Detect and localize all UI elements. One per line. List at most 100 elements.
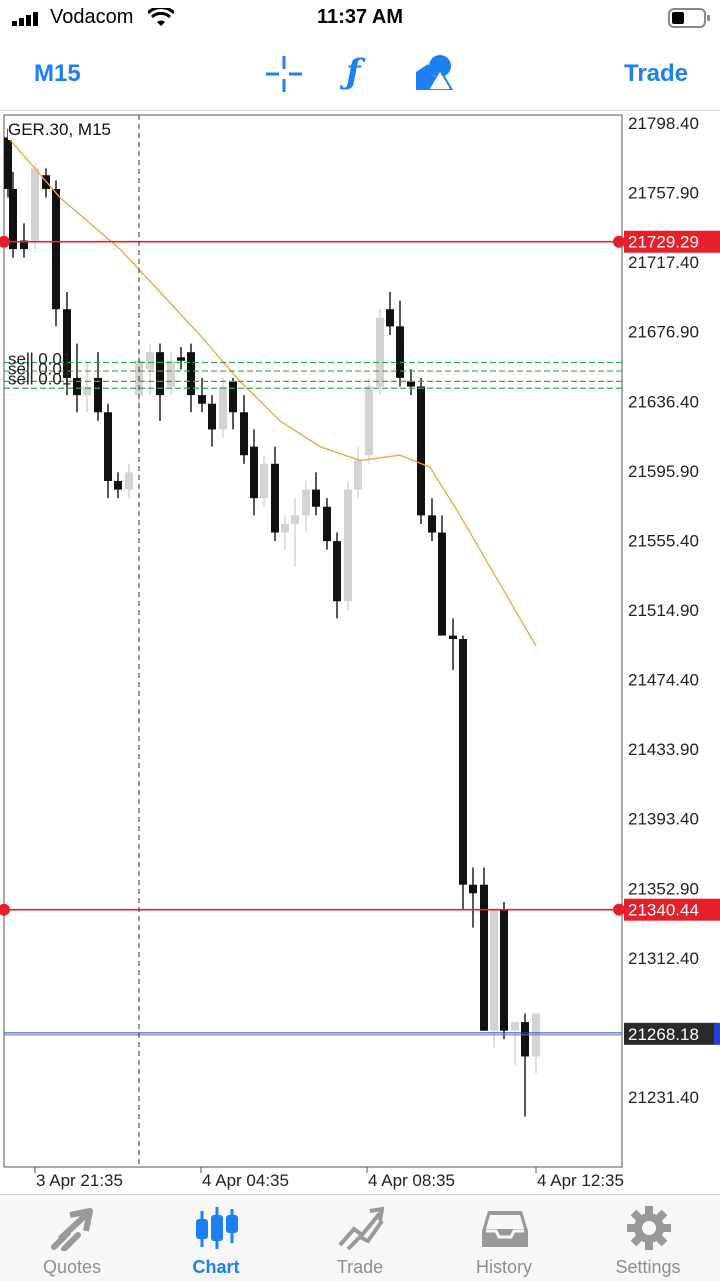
candle-body-44 (459, 639, 467, 885)
order-label-0: sell 0.01 (8, 350, 71, 369)
timeframe-button[interactable]: M15 (34, 60, 81, 87)
status-bar: Vodacom 11:37 AM (0, 0, 720, 36)
candle-body-32 (333, 541, 341, 602)
price-tick-7: 21514.90 (628, 601, 699, 620)
candle-body-12 (125, 472, 133, 490)
candle-body-46 (480, 884, 488, 1031)
candle-body-19 (198, 395, 206, 404)
candle-body-1 (9, 188, 17, 250)
function-icon[interactable]: ƒ (346, 52, 361, 92)
tab-quotes[interactable]: Quotes (0, 1195, 144, 1281)
candle-body-25 (260, 463, 268, 499)
tab-trade-label: Trade (336, 1257, 384, 1277)
time-axis-layer: 3 Apr 21:35 4 Apr 04:35 4 Apr 08:35 4 Apr 1… (34, 115, 624, 1190)
objects-icon[interactable] (416, 54, 454, 90)
time-tick-1: 4 Apr 04:35 (202, 1171, 289, 1190)
candle-body-33 (344, 489, 352, 602)
price-axis-layer: 21798.40 21757.90 21717.40 21676.90 21636.40… (628, 114, 699, 1107)
candle-body-40 (417, 386, 425, 516)
candle-body-50 (521, 1022, 529, 1057)
candle-body-20 (208, 403, 216, 430)
price-tick-10: 21393.40 (628, 810, 699, 829)
tab-settings-label: Settings (615, 1257, 681, 1277)
chart-candles-icon (196, 1207, 238, 1249)
candle-body-14 (146, 352, 154, 370)
carrier-name: Vodacom (50, 6, 134, 28)
crosshair-icon[interactable] (266, 56, 302, 92)
candle-body-5 (52, 188, 60, 310)
candle-body-3 (31, 168, 39, 241)
candle-body-43 (449, 635, 457, 640)
candle-body-28 (291, 515, 299, 524)
candle-body-24 (250, 446, 258, 499)
level-handle-right-0[interactable] (613, 235, 625, 248)
level-price-label-0: 21729.29 (628, 233, 699, 252)
candle-body-31 (323, 506, 331, 542)
tab-chart-label: Chart (192, 1257, 240, 1277)
tab-bar: Quotes Chart Trade History (0, 1194, 720, 1281)
candle-body-27 (281, 523, 289, 533)
tab-history-label: History (475, 1257, 532, 1277)
level-handle-right-1[interactable] (613, 903, 625, 916)
status-time: 11:37 AM (317, 6, 403, 28)
trade-button[interactable]: Trade (624, 60, 689, 87)
candle-body-26 (271, 463, 279, 533)
candle-body-7 (73, 377, 81, 396)
order-label-1: sell 0.01 (8, 360, 71, 379)
candle-body-45 (469, 884, 477, 894)
candle-body-0 (4, 137, 12, 189)
tab-settings[interactable]: Settings (576, 1195, 720, 1281)
candle-body-2 (20, 240, 28, 250)
level-price-box-1 (624, 898, 720, 921)
candle-body-42 (438, 532, 446, 636)
price-tick-13: 21231.40 (628, 1088, 699, 1107)
symbol-label: GER.30, M15 (8, 120, 111, 140)
level-handle-left-0[interactable] (0, 235, 10, 248)
candle-body-23 (240, 412, 248, 456)
trade-icon (338, 1206, 384, 1251)
settings-gear-icon (627, 1206, 671, 1250)
moving-average-line (7, 136, 537, 647)
level-price-box-0 (624, 230, 720, 253)
candle-body-17 (177, 357, 185, 361)
tab-chart[interactable]: Chart (144, 1195, 288, 1281)
candle-body-36 (376, 317, 384, 387)
level-handle-left-1[interactable] (0, 903, 10, 916)
price-tick-3: 21676.90 (628, 323, 699, 342)
price-tick-2: 21717.40 (628, 253, 699, 272)
candle-body-15 (156, 352, 164, 396)
time-tick-0: 3 Apr 21:35 (36, 1171, 123, 1190)
wifi-icon (148, 8, 174, 26)
level-price-label-1: 21340.44 (628, 901, 699, 920)
signal-icon (12, 12, 38, 26)
candle-body-38 (396, 326, 404, 378)
price-tick-11: 21352.90 (628, 879, 699, 898)
current-price-label: 21268.18 (628, 1025, 699, 1044)
candle-body-30 (312, 489, 320, 507)
price-chart[interactable]: sell 0.01 sell 0.01 sell 0.01 21729.29 21340… (0, 112, 720, 1194)
candle-body-34 (354, 460, 362, 490)
candle-body-47 (490, 910, 498, 1031)
candles-layer (4, 128, 540, 1117)
chart-toolbar: M15 ƒ Trade (0, 40, 720, 111)
candle-body-39 (407, 381, 415, 387)
candle-body-18 (187, 352, 195, 396)
order-label-2: sell 0.01 (8, 370, 71, 389)
quotes-icon (51, 1208, 93, 1251)
price-tick-12: 21312.40 (628, 949, 699, 968)
candle-body-22 (229, 381, 237, 413)
tab-history[interactable]: History (432, 1195, 576, 1281)
price-tick-6: 21555.40 (628, 531, 699, 550)
price-tick-4: 21636.40 (628, 392, 699, 411)
candle-body-16 (167, 360, 175, 387)
tab-trade[interactable]: Trade (288, 1195, 432, 1281)
price-tick-8: 21474.40 (628, 671, 699, 690)
candle-body-37 (386, 309, 394, 327)
candle-body-6 (63, 309, 71, 378)
candle-body-21 (219, 386, 227, 430)
candle-body-29 (302, 489, 310, 516)
candle-body-8 (83, 386, 91, 396)
price-tick-5: 21595.90 (628, 462, 699, 481)
